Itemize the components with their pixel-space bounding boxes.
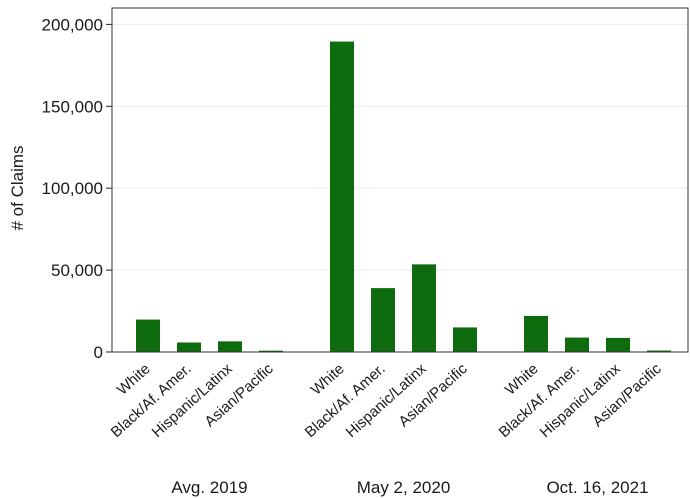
plot-frame (111, 7, 689, 353)
bar (524, 315, 548, 352)
bar (647, 350, 671, 352)
bar (565, 337, 589, 352)
bar (218, 341, 242, 352)
bar (259, 350, 283, 352)
y-tick-label: 150,000 (42, 97, 103, 116)
axes (106, 7, 689, 353)
bar (606, 337, 630, 352)
y-tick-label: 50,000 (51, 261, 103, 280)
bar (177, 342, 201, 352)
y-tick-label: 100,000 (42, 179, 103, 198)
bar (136, 319, 160, 352)
bar (330, 41, 354, 352)
bar (412, 264, 436, 352)
bar (371, 288, 395, 352)
gridlines (112, 23, 688, 271)
group-label: Avg. 2019 (171, 478, 247, 497)
y-axis-title: # of Claims (8, 145, 27, 230)
group-label: May 2, 2020 (357, 478, 451, 497)
y-tick-label: 0 (94, 343, 103, 362)
bars (136, 41, 671, 352)
y-tick-label: 200,000 (42, 15, 103, 34)
bar (453, 327, 477, 352)
group-label: Oct. 16, 2021 (546, 478, 648, 497)
